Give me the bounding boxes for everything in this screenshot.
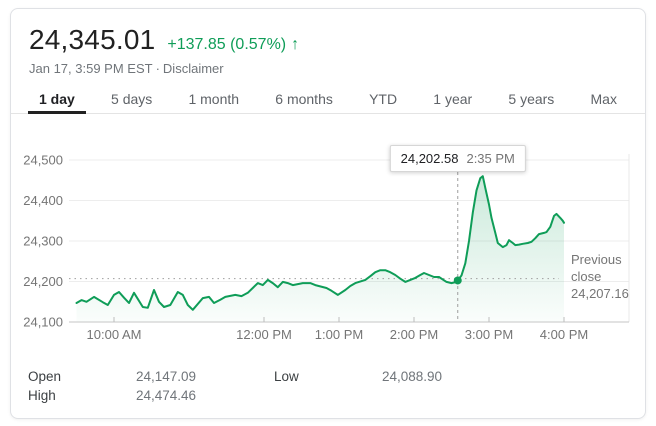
previous-close-text: Previous close <box>571 252 622 284</box>
price-chart-canvas: 24,100 24,200 24,300 24,400 24,500 10:00 AM 12… <box>23 153 630 342</box>
tab-max[interactable]: Max <box>590 91 617 107</box>
hover-point-marker <box>453 276 462 285</box>
x-axis-label: 3:00 PM <box>465 327 513 342</box>
quote-stats: Open 24,147.09 High 24,474.46 Low 24,088… <box>11 354 645 405</box>
y-axis-label: 24,100 <box>23 315 63 330</box>
price-row: 24,345.01 +137.85 (0.57%) ↑ <box>29 24 621 56</box>
x-axis-label: 4:00 PM <box>540 327 588 342</box>
quote-timestamp: Jan 17, 3:59 PM EST <box>29 61 153 76</box>
quote-subtitle: Jan 17, 3:59 PM EST · Disclaimer <box>29 61 621 76</box>
finance-widget: 24,345.01 +137.85 (0.57%) ↑ Jan 17, 3:59… <box>10 8 646 419</box>
stat-high: High 24,474.46 <box>28 386 196 405</box>
tab-6-months[interactable]: 6 months <box>275 91 333 107</box>
stat-open-value: 24,147.09 <box>135 369 196 384</box>
tab-1-year[interactable]: 1 year <box>433 91 473 107</box>
stats-column-left: Open 24,147.09 High 24,474.46 <box>28 367 196 405</box>
tab-5-days[interactable]: 5 days <box>111 91 153 107</box>
up-arrow-icon: ↑ <box>291 36 300 53</box>
stat-high-label: High <box>28 388 56 403</box>
stat-open-label: Open <box>28 369 62 384</box>
price-line <box>75 175 565 311</box>
y-axis-label: 24,300 <box>23 234 63 249</box>
price-area <box>76 176 564 322</box>
price: 24,345.01 <box>29 24 156 55</box>
stat-open: Open 24,147.09 <box>28 367 196 386</box>
tooltip-time: 2:35 PM <box>466 151 515 166</box>
disclaimer-link[interactable]: Disclaimer <box>162 61 224 76</box>
x-axis-label: 12:00 PM <box>236 327 292 342</box>
subtitle-separator: · <box>155 61 160 76</box>
range-tabs: 1 day 5 days 1 month 6 months YTD 1 year 5 yea… <box>11 85 645 114</box>
x-axis-label: 2:00 PM <box>390 327 438 342</box>
chart-tooltip: 24,202.58 2:35 PM <box>389 145 526 172</box>
tooltip-value: 24,202.58 <box>400 151 459 166</box>
quote-header: 24,345.01 +137.85 (0.57%) ↑ Jan 17, 3:59… <box>11 9 645 76</box>
price-chart[interactable]: 24,100 24,200 24,300 24,400 24,500 10:00 AM 12… <box>11 114 645 354</box>
x-axis-label: 10:00 AM <box>87 327 142 342</box>
tab-1-day[interactable]: 1 day <box>28 85 86 114</box>
tab-5-years[interactable]: 5 years <box>508 91 555 107</box>
tab-1-month[interactable]: 1 month <box>188 91 240 107</box>
previous-close-label: Previous close 24,207.16 <box>571 251 645 302</box>
stats-column-right: Low 24,088.90 <box>274 367 442 405</box>
previous-close-value: 24,207.16 <box>571 286 629 301</box>
tab-ytd[interactable]: YTD <box>369 91 398 107</box>
y-axis-label: 24,500 <box>23 153 63 168</box>
x-axis-label: 1:00 PM <box>315 327 363 342</box>
stat-low: Low 24,088.90 <box>274 367 442 386</box>
y-axis-label: 24,400 <box>23 193 63 208</box>
stat-low-label: Low <box>274 369 299 384</box>
stat-low-value: 24,088.90 <box>381 369 442 384</box>
price-change: +137.85 (0.57%) <box>167 36 287 53</box>
y-axis-label: 24,200 <box>23 274 63 289</box>
stat-high-value: 24,474.46 <box>135 388 196 403</box>
